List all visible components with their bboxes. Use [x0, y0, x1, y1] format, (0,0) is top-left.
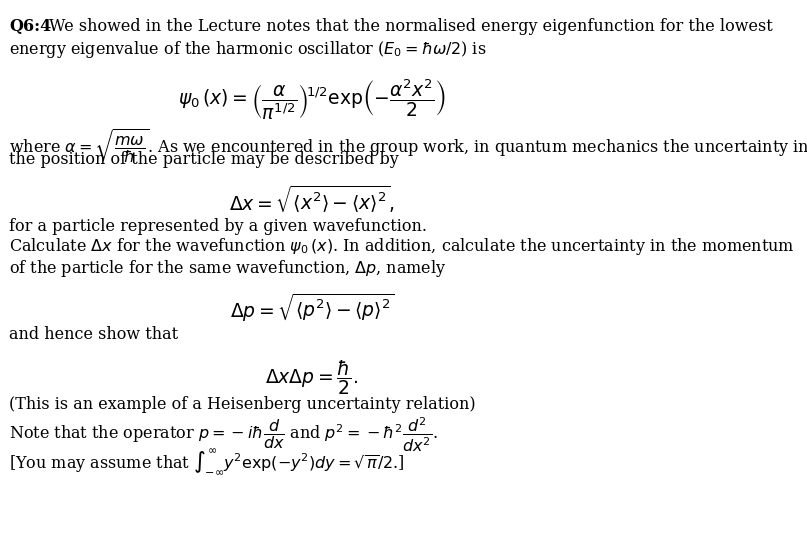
Text: We showed in the Lecture notes that the normalised energy eigenfunction for the : We showed in the Lecture notes that the …: [48, 18, 772, 35]
Text: the position of the particle may be described by: the position of the particle may be desc…: [10, 151, 399, 168]
Text: Calculate $\Delta x$ for the wavefunction $\psi_0\,(x)$. In addition, calculate : Calculate $\Delta x$ for the wavefunctio…: [10, 236, 795, 257]
Text: $\Delta p = \sqrt{\langle p^2\rangle - \langle p\rangle^2}$: $\Delta p = \sqrt{\langle p^2\rangle - \…: [230, 292, 394, 324]
Text: (This is an example of a Heisenberg uncertainty relation): (This is an example of a Heisenberg unce…: [10, 397, 476, 414]
Text: where $\alpha = \sqrt{\dfrac{m\omega}{\hbar}}$. As we encountered in the group w: where $\alpha = \sqrt{\dfrac{m\omega}{\h…: [10, 127, 807, 166]
Text: [You may assume that $\int_{-\infty}^{\infty} y^2 \exp(-y^2)dy = \sqrt{\pi}/2$.]: [You may assume that $\int_{-\infty}^{\i…: [10, 448, 405, 478]
Text: Q6:4: Q6:4: [10, 18, 52, 35]
Text: for a particle represented by a given wavefunction.: for a particle represented by a given wa…: [10, 217, 428, 235]
Text: of the particle for the same wavefunction, $\Delta p$, namely: of the particle for the same wavefunctio…: [10, 258, 447, 279]
Text: $\Delta x = \sqrt{\langle x^2\rangle - \langle x\rangle^2},$: $\Delta x = \sqrt{\langle x^2\rangle - \…: [229, 184, 395, 215]
Text: $\psi_0\,(x) = \left(\dfrac{\alpha}{\pi^{1/2}}\right)^{\!1/2} \exp\!\left(-\dfra: $\psi_0\,(x) = \left(\dfrac{\alpha}{\pi^…: [178, 77, 445, 122]
Text: energy eigenvalue of the harmonic oscillator ($E_0 = \hbar\omega/2$) is: energy eigenvalue of the harmonic oscill…: [10, 38, 487, 60]
Text: Note that the operator $p = -i\hbar\dfrac{d}{dx}$ and $p^2 = -\hbar^2\dfrac{d^2}: Note that the operator $p = -i\hbar\dfra…: [10, 416, 438, 455]
Text: and hence show that: and hence show that: [10, 326, 178, 343]
Text: $\Delta x \Delta p = \dfrac{\hbar}{2}.$: $\Delta x \Delta p = \dfrac{\hbar}{2}.$: [266, 358, 358, 397]
